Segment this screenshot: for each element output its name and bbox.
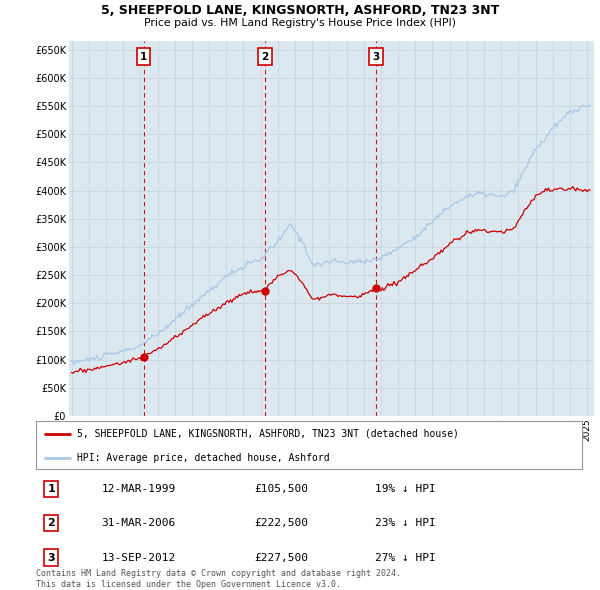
Text: 2: 2 [47, 519, 55, 528]
Text: 2: 2 [261, 51, 269, 61]
Text: 3: 3 [372, 51, 379, 61]
Text: £227,500: £227,500 [254, 553, 308, 562]
Text: 12-MAR-1999: 12-MAR-1999 [101, 484, 176, 494]
Text: Contains HM Land Registry data © Crown copyright and database right 2024.
This d: Contains HM Land Registry data © Crown c… [36, 569, 401, 589]
Text: 31-MAR-2006: 31-MAR-2006 [101, 519, 176, 528]
Text: HPI: Average price, detached house, Ashford: HPI: Average price, detached house, Ashf… [77, 453, 329, 463]
Text: 13-SEP-2012: 13-SEP-2012 [101, 553, 176, 562]
Text: 1: 1 [140, 51, 147, 61]
Text: 1: 1 [47, 484, 55, 494]
Text: £105,500: £105,500 [254, 484, 308, 494]
Text: 5, SHEEPFOLD LANE, KINGSNORTH, ASHFORD, TN23 3NT (detached house): 5, SHEEPFOLD LANE, KINGSNORTH, ASHFORD, … [77, 429, 459, 439]
Text: 3: 3 [47, 553, 55, 562]
Text: 19% ↓ HPI: 19% ↓ HPI [374, 484, 435, 494]
Text: 27% ↓ HPI: 27% ↓ HPI [374, 553, 435, 562]
Text: 23% ↓ HPI: 23% ↓ HPI [374, 519, 435, 528]
Text: £222,500: £222,500 [254, 519, 308, 528]
Text: 5, SHEEPFOLD LANE, KINGSNORTH, ASHFORD, TN23 3NT: 5, SHEEPFOLD LANE, KINGSNORTH, ASHFORD, … [101, 4, 499, 17]
Text: Price paid vs. HM Land Registry's House Price Index (HPI): Price paid vs. HM Land Registry's House … [144, 18, 456, 28]
